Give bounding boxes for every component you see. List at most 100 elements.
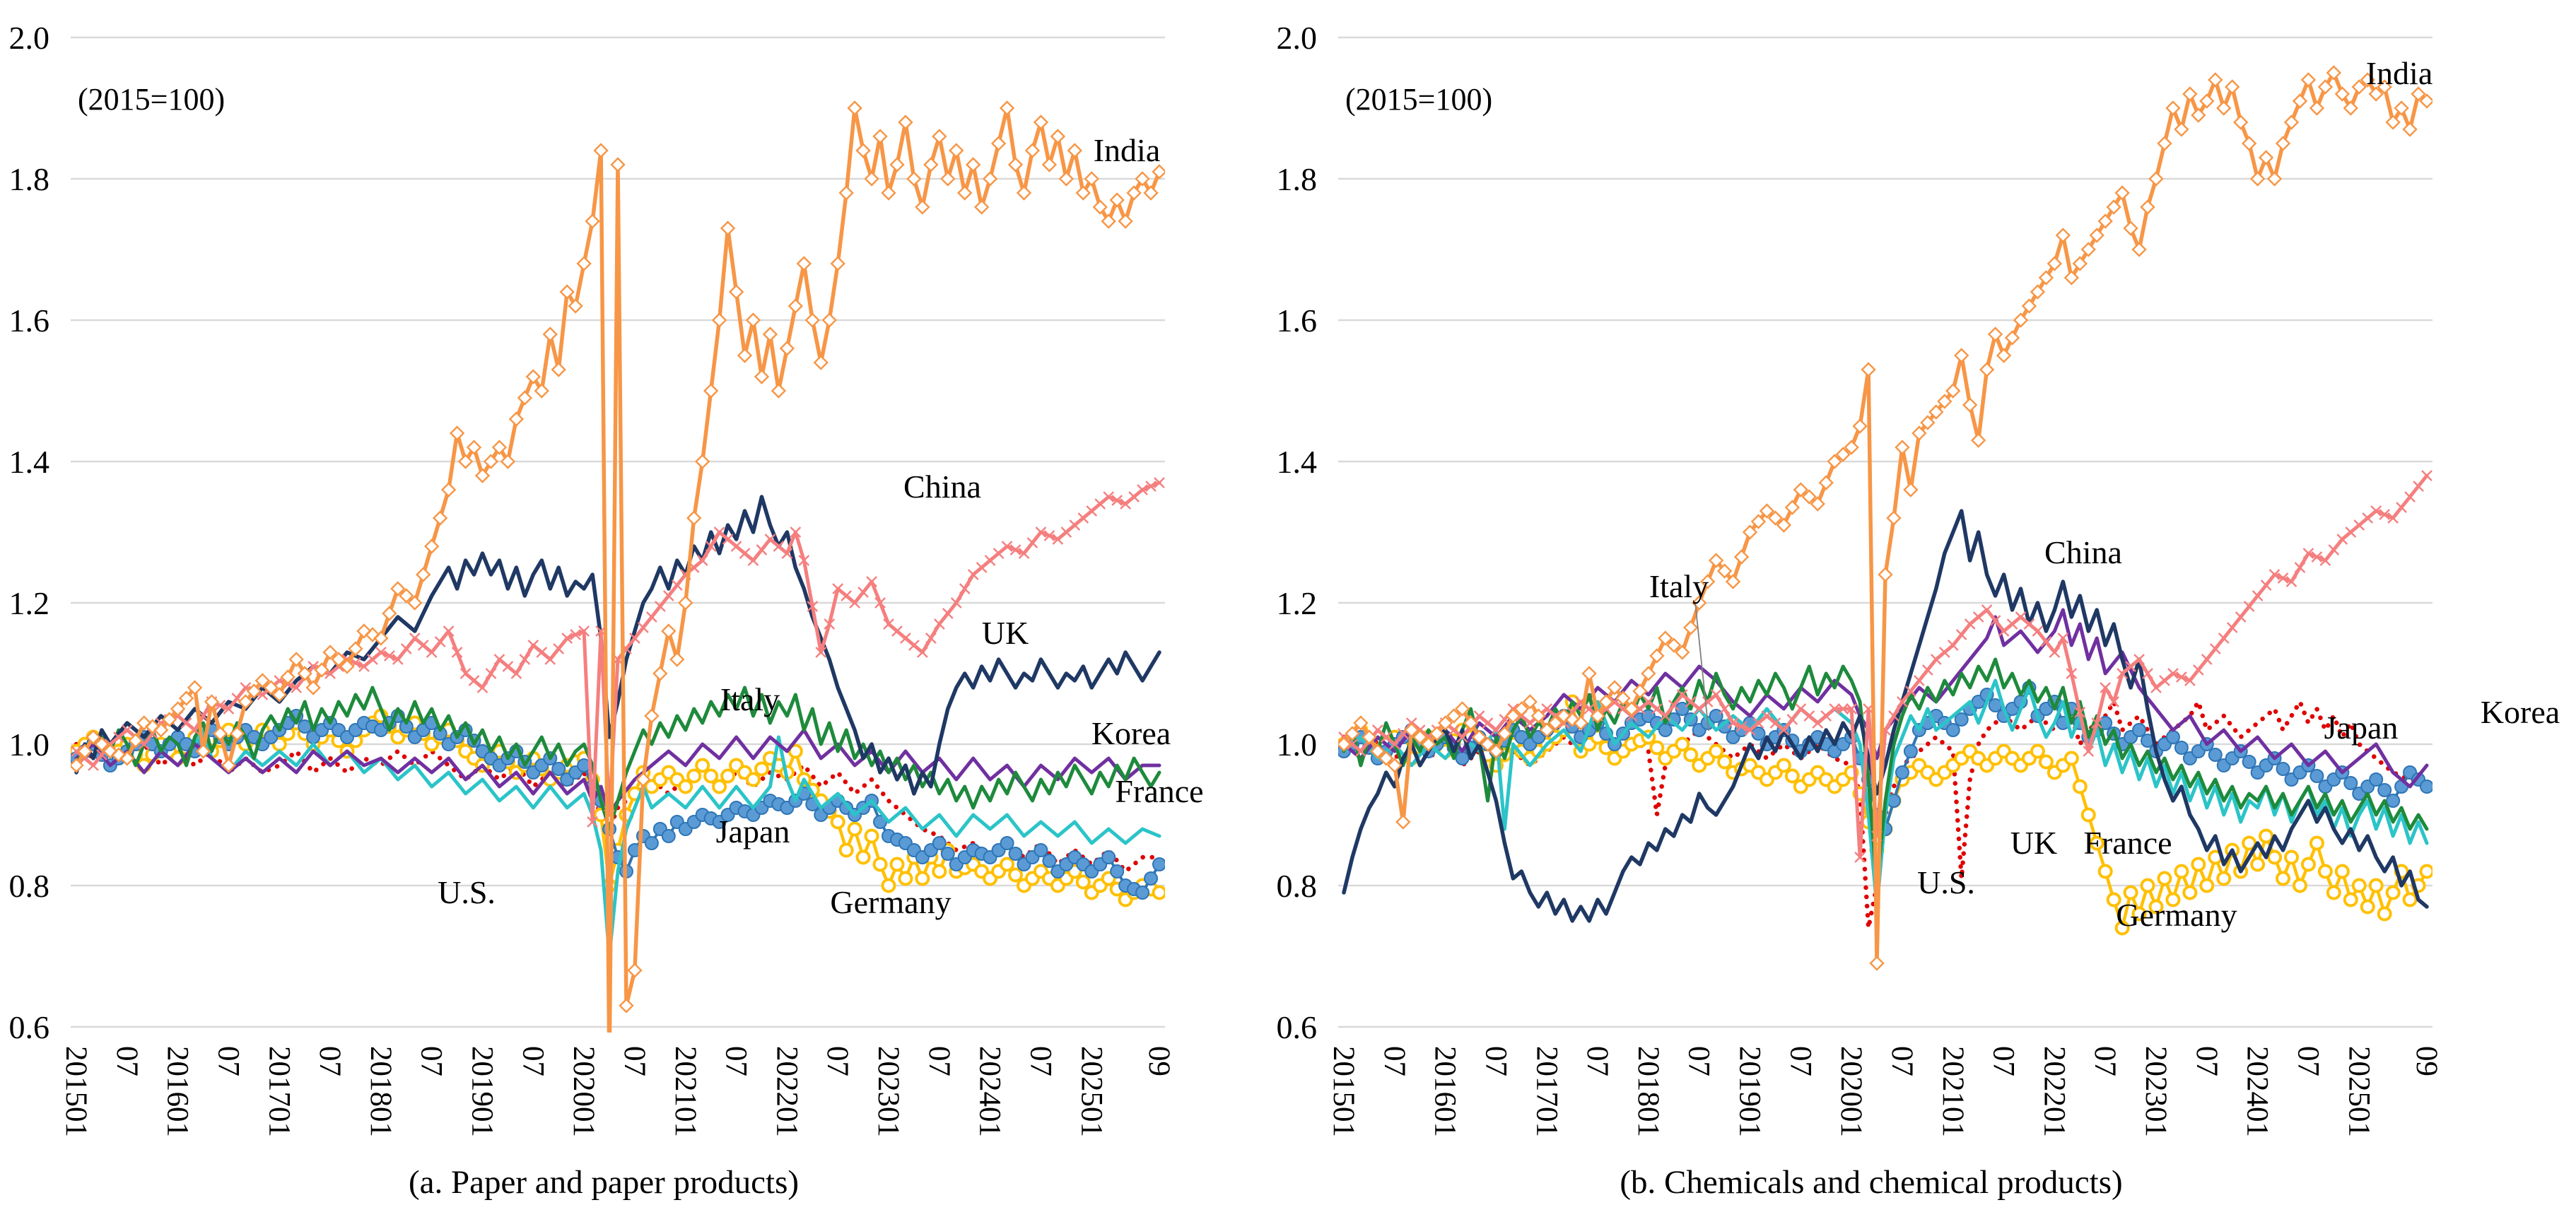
series-a-china-line: [74, 481, 1161, 824]
x-tick-label: 07: [1024, 1046, 1057, 1076]
series-label-germany: Germany: [2116, 897, 2237, 933]
x-tick-label: 202101: [669, 1046, 702, 1137]
x-tick-label: 07: [1682, 1046, 1716, 1076]
y-tick-label: 0.8: [9, 868, 50, 904]
x-tick-label: 202501: [1075, 1046, 1108, 1137]
y-tick-label: 1.0: [9, 727, 50, 763]
series-b-italy-line: [1342, 657, 2429, 888]
x-tick-label: 202001: [1834, 1046, 1868, 1137]
y-tick-label: 1.0: [1277, 727, 1318, 763]
y-tick-label: 1.6: [9, 302, 50, 339]
x-tick-label: 07: [415, 1046, 448, 1076]
series-b-uk-line: [1342, 509, 2429, 923]
series-group-chart-a: [71, 100, 1165, 1033]
series-label-japan: Japan: [2324, 710, 2399, 746]
y-tick-label: 1.4: [9, 444, 50, 480]
x-tick-label: 07: [1885, 1046, 1919, 1076]
x-tick-label: 202401: [973, 1046, 1007, 1137]
series-label-china: China: [2044, 534, 2122, 570]
x-tick-label: 201601: [1429, 1046, 1462, 1137]
series-label-uk: UK: [2010, 825, 2057, 861]
series-label-korea: Korea: [1091, 715, 1171, 751]
series-a-france-line: [74, 728, 1161, 958]
series-group-chart-b: [1338, 65, 2432, 971]
caption-chart-b: (b. Chemicals and chemical products): [1620, 1164, 2123, 1201]
series-label-japan: Japan: [716, 813, 790, 849]
x-tick-label: 07: [923, 1046, 956, 1076]
axis-note: (2015=100): [78, 82, 225, 117]
x-tick-label: 201601: [161, 1046, 194, 1137]
x-tick-label: 202501: [2342, 1046, 2375, 1137]
series-label-italy: Italy: [720, 681, 780, 717]
x-tick-label: 202101: [1936, 1046, 1969, 1137]
x-tick-label: 07: [1378, 1046, 1411, 1076]
x-tick-label: 07: [1784, 1046, 1817, 1076]
x-tick-label: 201901: [466, 1046, 499, 1137]
series-label-china: China: [903, 469, 981, 505]
series-a-india-markers: [71, 100, 1165, 1013]
x-tick-label: 07: [2291, 1046, 2324, 1076]
y-tick-label: 1.8: [1277, 161, 1318, 197]
series-a-italy-line: [74, 686, 1161, 831]
caption-chart-a: (a. Paper and paper products): [408, 1164, 800, 1201]
y-tick-label: 1.4: [1277, 444, 1318, 480]
x-tick-label: 202201: [2037, 1046, 2071, 1137]
series-label-india: India: [1094, 132, 1161, 168]
y-tick-label: 2.0: [1277, 20, 1318, 56]
series-a-india-line: [74, 106, 1161, 1033]
x-tick-label: 07: [1987, 1046, 2020, 1076]
x-tick-label: 201701: [262, 1046, 295, 1137]
series-a-china-markers: [71, 477, 1165, 828]
x-tick-label: 07: [211, 1046, 245, 1076]
y-tick-label: 0.6: [1277, 1009, 1318, 1045]
x-tick-label: 09: [1142, 1046, 1176, 1076]
x-tick-label: 201501: [59, 1046, 93, 1137]
x-tick-label: 07: [720, 1046, 753, 1076]
y-tick-label: 0.8: [1277, 868, 1318, 904]
x-tick-label: 07: [1479, 1046, 1512, 1076]
x-tick-label: 202401: [2241, 1046, 2274, 1137]
x-tick-label: 09: [2410, 1046, 2443, 1076]
series-b-india-markers: [1338, 65, 2432, 971]
y-tick-label: 1.2: [1277, 585, 1318, 621]
x-tick-label: 07: [1581, 1046, 1614, 1076]
x-tick-label: 201501: [1327, 1046, 1360, 1137]
axis-note: (2015=100): [1345, 82, 1492, 117]
x-tick-label: 202301: [2139, 1046, 2172, 1137]
x-tick-label: 202001: [567, 1046, 600, 1137]
series-label-korea: Korea: [2481, 694, 2560, 730]
x-tick-label: 202201: [770, 1046, 803, 1137]
series-label-us: U.S.: [1917, 864, 1975, 900]
label-leader-line: [1694, 601, 1709, 731]
series-a-japan-markers: [71, 709, 1165, 900]
x-tick-label: 07: [516, 1046, 549, 1076]
y-tick-label: 0.6: [9, 1009, 50, 1045]
series-label-uk: UK: [982, 615, 1029, 651]
x-tick-label: 201801: [364, 1046, 397, 1137]
x-tick-label: 201801: [1632, 1046, 1665, 1137]
x-tick-label: 202301: [872, 1046, 905, 1137]
x-tick-label: 07: [821, 1046, 854, 1076]
y-tick-label: 2.0: [9, 20, 50, 56]
series-label-france: France: [1115, 773, 1203, 809]
x-tick-label: 07: [110, 1046, 144, 1076]
series-label-germany: Germany: [830, 884, 951, 920]
x-tick-label: 07: [313, 1046, 346, 1076]
annotations-chart-a: India China UK Italy Korea France Japan U.S. Ger…: [438, 132, 1203, 920]
y-tick-label: 1.2: [9, 585, 50, 621]
x-tick-label: 201901: [1733, 1046, 1767, 1137]
x-tick-label: 07: [2190, 1046, 2223, 1076]
series-label-italy: Italy: [1649, 568, 1709, 604]
series-label-us: U.S.: [438, 874, 496, 910]
y-tick-label: 1.8: [9, 161, 50, 197]
series-label-france: France: [2083, 825, 2172, 861]
y-tick-label: 1.6: [1277, 302, 1318, 339]
x-tick-label: 07: [618, 1046, 651, 1076]
axes-chart-b: 2.0 1.8 1.6 1.4 1.2 1.0 0.8 0.6 201501 07 201601 07…: [1277, 20, 2444, 1137]
x-tick-label: 07: [2088, 1046, 2121, 1076]
annotations-chart-b: India China Italy Japan Korea UK France U.S. Ger…: [1649, 55, 2560, 933]
x-tick-label: 201701: [1530, 1046, 1563, 1137]
series-label-india: India: [2366, 55, 2433, 91]
